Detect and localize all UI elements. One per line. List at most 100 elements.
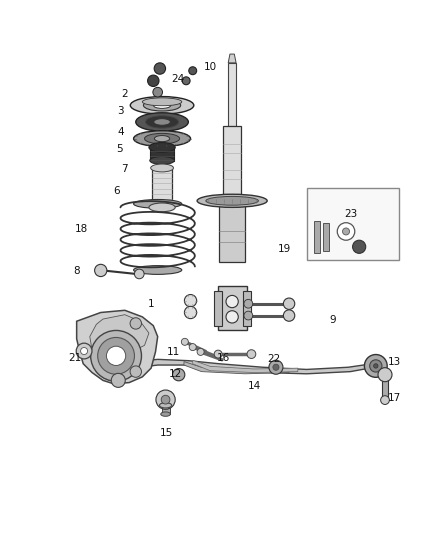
Circle shape <box>226 295 238 308</box>
Ellipse shape <box>149 142 175 152</box>
Ellipse shape <box>154 119 170 125</box>
Circle shape <box>244 300 253 308</box>
Circle shape <box>106 346 126 366</box>
Circle shape <box>273 364 279 370</box>
Text: 1: 1 <box>148 298 155 309</box>
Text: 21: 21 <box>68 353 81 364</box>
Bar <box>152 166 172 207</box>
Circle shape <box>226 311 238 323</box>
Text: 5: 5 <box>116 144 123 154</box>
Bar <box>162 400 170 414</box>
Polygon shape <box>228 54 236 63</box>
Circle shape <box>153 87 162 97</box>
Circle shape <box>130 318 141 329</box>
Ellipse shape <box>154 135 170 142</box>
Bar <box>218 286 247 330</box>
Bar <box>382 375 388 400</box>
Ellipse shape <box>131 96 194 114</box>
Text: 16: 16 <box>217 353 230 362</box>
Text: 6: 6 <box>113 186 120 196</box>
Ellipse shape <box>197 194 267 207</box>
Circle shape <box>353 240 366 253</box>
Circle shape <box>197 349 204 356</box>
Bar <box>243 290 251 326</box>
Circle shape <box>184 295 197 307</box>
Polygon shape <box>134 359 374 374</box>
Circle shape <box>111 374 125 387</box>
Bar <box>307 188 399 260</box>
Circle shape <box>181 338 188 345</box>
Bar <box>223 126 241 197</box>
Text: 13: 13 <box>388 357 401 367</box>
Text: 2: 2 <box>121 90 128 99</box>
Ellipse shape <box>150 157 174 165</box>
Text: 3: 3 <box>117 106 124 116</box>
Circle shape <box>381 395 389 405</box>
Ellipse shape <box>161 412 170 416</box>
Circle shape <box>343 228 350 235</box>
Text: 12: 12 <box>169 369 182 379</box>
Ellipse shape <box>134 131 191 147</box>
Ellipse shape <box>145 133 180 144</box>
Circle shape <box>184 306 197 319</box>
Ellipse shape <box>134 265 182 274</box>
Circle shape <box>91 330 141 381</box>
Circle shape <box>148 75 159 86</box>
Circle shape <box>283 298 295 310</box>
Bar <box>228 63 236 126</box>
Text: 19: 19 <box>278 244 291 254</box>
Text: 14: 14 <box>247 381 261 391</box>
Ellipse shape <box>142 98 182 106</box>
Circle shape <box>189 344 196 351</box>
Circle shape <box>247 350 256 359</box>
Circle shape <box>374 364 378 368</box>
Text: 24: 24 <box>171 74 184 84</box>
Circle shape <box>95 264 107 277</box>
Bar <box>314 221 320 253</box>
Circle shape <box>189 67 197 75</box>
Ellipse shape <box>159 403 172 408</box>
Circle shape <box>81 348 88 354</box>
Text: 9: 9 <box>329 315 336 325</box>
Polygon shape <box>193 360 298 373</box>
Ellipse shape <box>143 100 180 111</box>
Circle shape <box>378 368 392 382</box>
Circle shape <box>173 368 185 381</box>
Text: 17: 17 <box>388 393 401 403</box>
Circle shape <box>337 223 355 240</box>
Polygon shape <box>77 310 158 384</box>
Text: 7: 7 <box>121 164 128 174</box>
Circle shape <box>364 354 387 377</box>
Ellipse shape <box>145 116 179 128</box>
Polygon shape <box>184 361 289 374</box>
Bar <box>214 290 222 326</box>
Circle shape <box>370 360 382 372</box>
Circle shape <box>283 310 295 321</box>
Text: 18: 18 <box>74 224 88 235</box>
Circle shape <box>130 366 141 377</box>
Text: 23: 23 <box>344 209 357 219</box>
Ellipse shape <box>149 203 175 212</box>
Text: 10: 10 <box>204 62 217 72</box>
Ellipse shape <box>153 102 171 108</box>
Circle shape <box>269 360 283 374</box>
Circle shape <box>182 77 190 85</box>
Text: 22: 22 <box>267 354 280 365</box>
Bar <box>219 201 245 262</box>
Circle shape <box>161 395 170 404</box>
Text: 4: 4 <box>117 127 124 136</box>
Ellipse shape <box>151 164 173 172</box>
Circle shape <box>76 343 92 359</box>
Text: 8: 8 <box>73 266 80 276</box>
Ellipse shape <box>136 113 188 131</box>
Bar <box>323 223 329 251</box>
Text: 15: 15 <box>160 428 173 438</box>
Polygon shape <box>90 314 149 356</box>
Ellipse shape <box>134 199 182 208</box>
Ellipse shape <box>206 197 258 205</box>
Circle shape <box>156 390 175 409</box>
Text: 11: 11 <box>166 347 180 357</box>
Circle shape <box>134 269 144 279</box>
Circle shape <box>244 311 253 320</box>
Circle shape <box>98 337 134 374</box>
